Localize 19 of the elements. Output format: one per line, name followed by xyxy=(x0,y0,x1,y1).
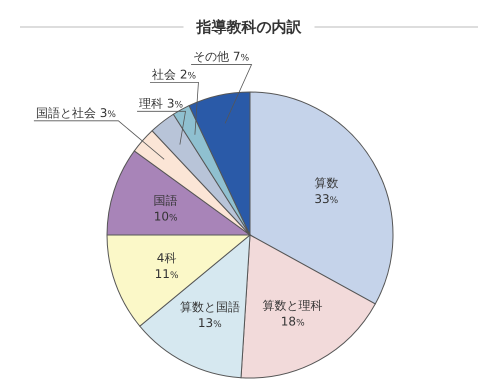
chart-title: 指導教科の内訳 xyxy=(196,18,302,36)
slice-label: 社会 xyxy=(152,67,180,82)
slice-label: 理科 xyxy=(139,96,167,110)
data-label: 3% xyxy=(166,96,184,110)
data-label: 10% xyxy=(154,210,178,224)
data-label: 2% xyxy=(180,67,196,82)
slice-label: 国語 xyxy=(154,194,178,208)
data-label: 11% xyxy=(154,267,179,282)
data-label: 13% xyxy=(198,316,222,330)
slice-label: 算数と国語 xyxy=(180,300,240,314)
slice-label: 4科 xyxy=(156,251,176,266)
slice-label: その他 xyxy=(193,50,233,64)
data-label: 18% xyxy=(280,314,306,329)
slice-label: 算数 xyxy=(314,176,338,190)
data-label: 33% xyxy=(314,192,339,206)
slice-label: 国語と社会 xyxy=(36,106,100,120)
data-label: 7% xyxy=(232,50,250,64)
data-label: 3% xyxy=(100,106,116,120)
slice-label: 算数と理科 xyxy=(262,298,323,313)
